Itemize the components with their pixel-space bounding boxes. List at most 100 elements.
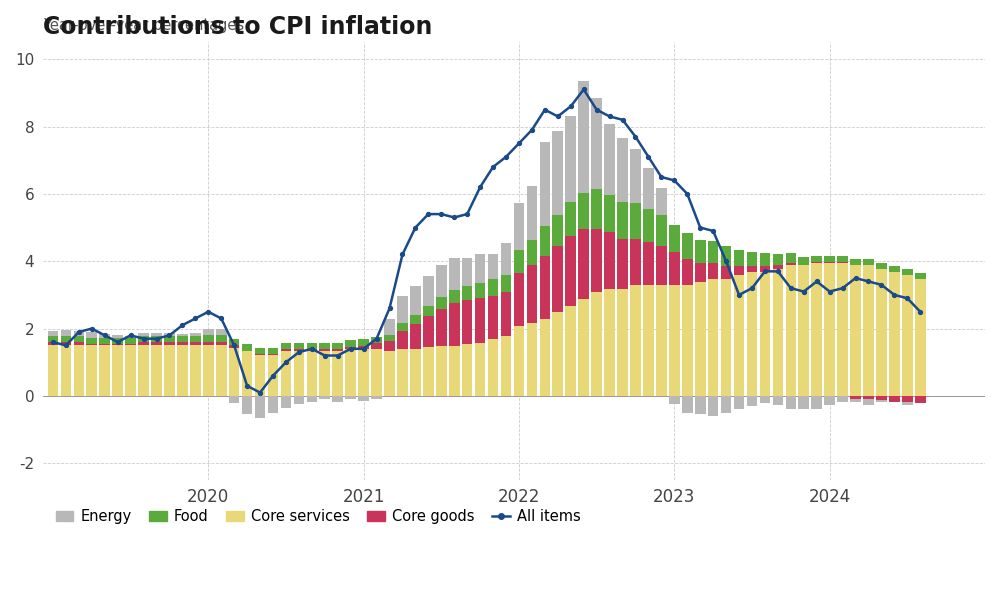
Bar <box>345 347 356 349</box>
Bar <box>604 232 615 289</box>
Bar <box>203 329 214 336</box>
Bar <box>74 345 84 396</box>
Bar <box>125 344 136 345</box>
Bar <box>501 336 511 396</box>
Bar <box>695 396 706 415</box>
Bar <box>682 233 693 259</box>
Bar <box>307 343 317 349</box>
Bar <box>177 336 188 342</box>
Bar <box>397 349 408 396</box>
Bar <box>540 226 550 256</box>
Bar <box>669 225 680 252</box>
Bar <box>410 324 421 349</box>
Bar <box>112 345 123 396</box>
Bar <box>850 259 861 265</box>
Bar <box>229 339 239 346</box>
Bar <box>475 298 485 343</box>
Bar <box>824 256 835 262</box>
Bar <box>177 334 188 336</box>
Bar <box>578 82 589 193</box>
Bar <box>630 203 641 239</box>
Bar <box>48 342 58 345</box>
Bar <box>889 396 900 402</box>
Bar <box>151 342 162 345</box>
Bar <box>889 266 900 272</box>
Bar <box>216 342 227 345</box>
Bar <box>294 352 304 396</box>
Bar <box>578 193 589 229</box>
All items <box>578 86 590 93</box>
Bar <box>915 396 926 403</box>
Bar <box>475 343 485 396</box>
Bar <box>501 243 511 275</box>
Bar <box>281 396 291 408</box>
Bar <box>371 343 382 349</box>
Text: Contributions to CPI inflation: Contributions to CPI inflation <box>43 15 432 39</box>
Bar <box>721 266 731 278</box>
Bar <box>242 344 252 351</box>
Bar <box>527 322 537 396</box>
All items <box>655 174 667 181</box>
Bar <box>591 189 602 229</box>
Bar <box>747 266 757 272</box>
Bar <box>384 342 395 352</box>
Bar <box>177 345 188 396</box>
Bar <box>695 282 706 396</box>
Bar <box>902 270 913 275</box>
Bar <box>824 396 835 405</box>
Bar <box>798 396 809 409</box>
Bar <box>138 345 149 396</box>
Bar <box>229 348 239 396</box>
Bar <box>747 272 757 396</box>
Bar <box>216 336 227 342</box>
Bar <box>255 354 265 355</box>
Bar <box>74 342 84 345</box>
Bar <box>552 312 563 396</box>
Bar <box>99 344 110 345</box>
Bar <box>514 273 524 326</box>
Bar <box>540 142 550 226</box>
Bar <box>578 229 589 299</box>
Bar <box>643 286 654 396</box>
Bar <box>798 257 809 265</box>
Bar <box>850 396 861 399</box>
Bar <box>190 345 201 396</box>
All items <box>850 274 862 281</box>
Bar <box>281 352 291 396</box>
Bar <box>798 265 809 396</box>
Bar <box>682 286 693 396</box>
Bar <box>436 309 447 346</box>
Bar <box>242 396 252 415</box>
Bar <box>773 255 783 265</box>
Bar <box>501 275 511 292</box>
Bar <box>876 262 887 268</box>
Bar <box>423 275 434 306</box>
Bar <box>449 258 460 290</box>
Bar <box>488 280 498 296</box>
Bar <box>837 262 848 263</box>
Bar <box>591 98 602 189</box>
Text: Year-over-year percentages: Year-over-year percentages <box>43 18 244 33</box>
Bar <box>565 306 576 396</box>
Bar <box>863 265 874 396</box>
Bar <box>345 349 356 396</box>
Bar <box>811 262 822 263</box>
Bar <box>164 342 175 345</box>
Bar <box>462 300 472 344</box>
Bar <box>604 124 615 195</box>
Bar <box>462 258 472 286</box>
Bar <box>397 296 408 322</box>
Bar <box>410 315 421 324</box>
Bar <box>319 396 330 399</box>
Bar <box>190 342 201 345</box>
Bar <box>229 396 239 403</box>
Bar <box>811 263 822 396</box>
Bar <box>630 286 641 396</box>
Bar <box>449 303 460 346</box>
Bar <box>514 250 524 273</box>
Bar <box>786 253 796 262</box>
Bar <box>164 345 175 396</box>
Bar <box>462 344 472 396</box>
Bar <box>112 338 123 344</box>
Bar <box>682 396 693 413</box>
